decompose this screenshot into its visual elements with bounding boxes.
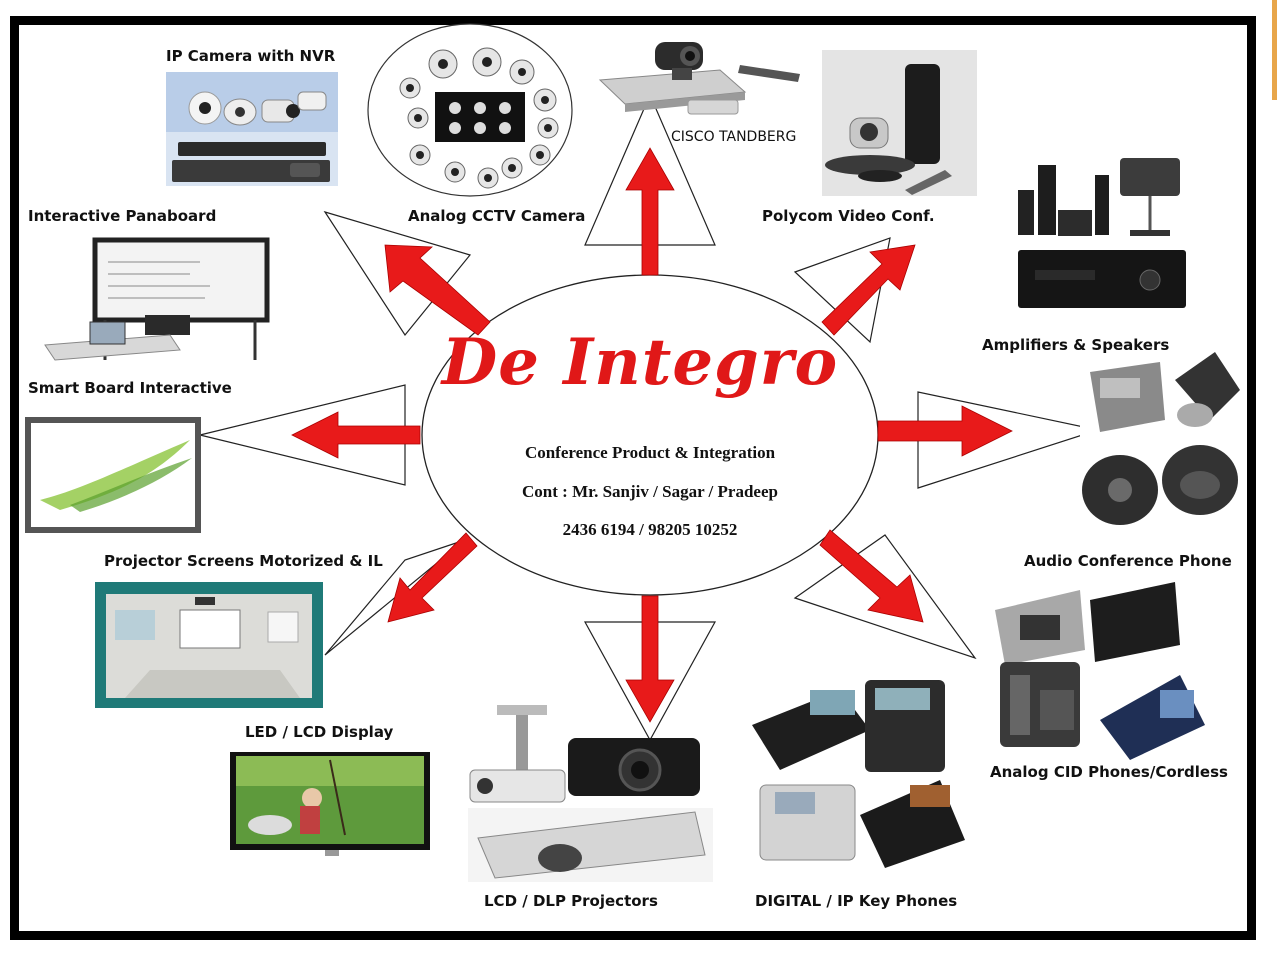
label-audio-conference: Audio Conference Phone [1024,552,1232,570]
audio-conference-image [1080,350,1245,530]
center-phones: 2436 6194 / 98205 10252 [562,520,738,539]
arrow-down-left [387,532,478,623]
polycom-image [822,50,977,196]
label-analog-cid: Analog CID Phones/Cordless [990,763,1228,781]
center-ellipse [421,274,879,596]
label-amplifiers: Amplifiers & Speakers [982,336,1170,354]
smart-board-image [25,417,201,533]
arrow-up-right [821,244,916,336]
center-tagline: Conference Product & Integration [524,443,776,462]
analog-cid-image [995,582,1205,760]
ip-camera-nvr-image [166,72,338,186]
cisco-tandberg-image [598,42,800,115]
arrow-down-right [819,529,924,623]
analog-cctv-image [367,23,573,197]
edge-accent [1272,0,1277,100]
label-analog-cctv: Analog CCTV Camera [408,207,586,225]
interactive-panaboard-image [44,237,270,361]
led-lcd-image [230,752,430,856]
lcd-dlp-image [468,705,713,882]
arrow-up [625,147,675,276]
arrow-left [291,411,421,459]
label-ip-camera-nvr: IP Camera with NVR [166,47,336,65]
center-contact: Cont : Mr. Sanjiv / Sagar / Pradeep [522,482,778,501]
beam-top-right [793,237,891,344]
label-interactive-panaboard: Interactive Panaboard [28,207,217,225]
arrow-down [625,595,675,723]
digital-ip-image [752,680,965,868]
arrow-up-left [384,244,491,336]
label-projector-screens: Projector Screens Motorized & IL [104,552,383,570]
label-polycom: Polycom Video Conf. [762,207,935,225]
label-digital-ip: DIGITAL / IP Key Phones [755,892,958,910]
amplifiers-image [1018,158,1186,308]
arrow-right [877,405,1013,457]
label-led-lcd: LED / LCD Display [245,723,394,741]
label-smart-board: Smart Board Interactive [28,379,232,397]
projector-screens-image [95,582,323,708]
label-cisco-tandberg: CISCO TANDBERG [671,129,797,145]
label-lcd-dlp: LCD / DLP Projectors [484,892,658,910]
brand-logo-text: De Integro [441,325,839,400]
